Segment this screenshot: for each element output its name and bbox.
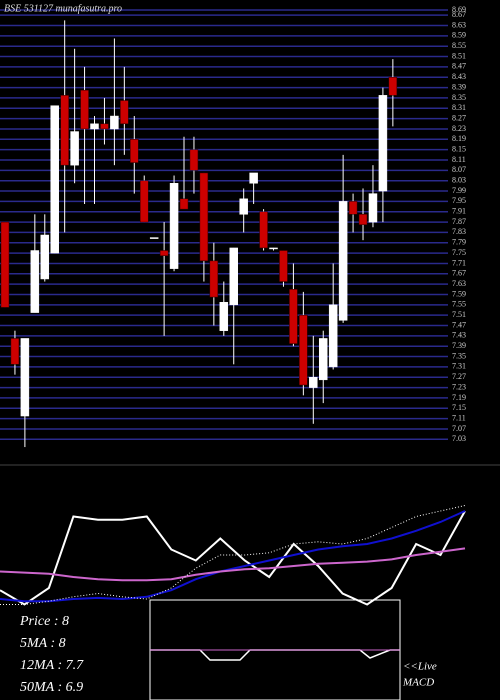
candle-body: [249, 172, 258, 184]
y-tick-label: 8.07: [452, 165, 466, 174]
y-tick-label: 7.23: [452, 382, 466, 391]
indicator-line: [0, 510, 466, 603]
y-tick-label: 7.55: [452, 300, 466, 309]
candle-body: [130, 139, 139, 163]
candle-body: [279, 250, 288, 282]
y-tick-label: 7.67: [452, 269, 466, 278]
macd-label: <<Live: [403, 661, 437, 673]
candle-body: [139, 180, 149, 223]
candle-body: [259, 211, 268, 249]
candle-body: [120, 100, 129, 125]
y-tick-label: 8.31: [452, 103, 466, 112]
indicator-line: [0, 547, 466, 582]
candle-body: [289, 289, 298, 344]
y-tick-label: 7.79: [452, 238, 466, 247]
y-tick-label: 7.19: [452, 393, 466, 402]
y-tick-label: 8.03: [452, 176, 466, 185]
candle-body: [60, 95, 69, 166]
candle-body: [239, 198, 248, 215]
y-tick-label: 7.95: [452, 196, 466, 205]
candle-body: [358, 214, 368, 225]
candle-body: [368, 193, 378, 223]
y-tick-label: 8.39: [452, 82, 466, 91]
indicator-line: [0, 510, 466, 606]
candle-body: [318, 338, 328, 381]
y-tick-label: 7.43: [452, 331, 466, 340]
y-tick-label: 7.91: [452, 207, 466, 216]
candle-body: [40, 234, 50, 280]
y-tick-label: 7.47: [452, 320, 466, 329]
candle-body: [100, 123, 109, 130]
candle-body: [299, 314, 308, 386]
legend-line: 12MA : 7.7: [20, 658, 84, 673]
y-tick-label: 7.15: [452, 403, 466, 412]
candle-body: [269, 247, 278, 250]
chart-title: BSE 531127 munafasutra.pro: [4, 3, 122, 14]
y-tick-label: 7.51: [452, 310, 466, 319]
y-tick-label: 8.67: [452, 10, 466, 19]
candle-body: [50, 105, 59, 254]
indicator-line: [0, 505, 466, 605]
y-tick-label: 8.27: [452, 113, 466, 122]
candle-body: [70, 131, 79, 166]
y-tick-label: 7.39: [452, 341, 466, 350]
y-tick-label: 7.35: [452, 351, 466, 360]
y-tick-label: 8.11: [452, 155, 466, 164]
candle-body: [20, 338, 30, 417]
y-tick-label: 7.59: [452, 289, 466, 298]
y-tick-label: 8.69: [452, 5, 466, 14]
y-tick-label: 8.47: [452, 62, 466, 71]
candle-body: [199, 172, 209, 262]
candle-body: [10, 338, 20, 365]
y-tick-label: 7.71: [452, 258, 466, 267]
candle-body: [110, 115, 119, 130]
candle-body: [309, 376, 318, 388]
candle-body: [0, 221, 10, 308]
y-tick-label: 7.07: [452, 424, 466, 433]
y-tick-label: 8.35: [452, 93, 466, 102]
y-tick-label: 7.75: [452, 248, 466, 257]
y-tick-label: 8.23: [452, 124, 466, 133]
candle-body: [80, 89, 89, 130]
y-tick-label: 7.83: [452, 227, 466, 236]
candle-body: [348, 201, 358, 215]
candle-body: [149, 237, 159, 239]
macd-label: MACD: [402, 677, 434, 689]
candle-body: [30, 250, 40, 313]
y-tick-label: 7.99: [452, 186, 466, 195]
y-tick-label: 8.55: [452, 41, 466, 50]
y-tick-label: 7.03: [452, 434, 466, 443]
y-tick-label: 7.63: [452, 279, 466, 288]
candle-body: [338, 201, 348, 321]
y-tick-label: 7.11: [452, 413, 466, 422]
candle-body: [90, 123, 99, 130]
y-tick-label: 8.59: [452, 31, 466, 40]
candle-body: [179, 198, 189, 210]
legend-line: Price : 8: [19, 614, 69, 629]
y-tick-label: 8.19: [452, 134, 466, 143]
legend-line: 5MA : 8: [20, 636, 66, 651]
y-tick-label: 8.43: [452, 72, 466, 81]
candle-body: [328, 304, 338, 368]
candle-body: [159, 250, 169, 256]
y-tick-label: 8.51: [452, 51, 466, 60]
candle-body: [388, 76, 398, 96]
y-tick-label: 8.63: [452, 20, 466, 29]
y-tick-label: 7.27: [452, 372, 466, 381]
candle-body: [378, 95, 388, 192]
candle-body: [219, 301, 229, 331]
candle-body: [209, 260, 219, 298]
y-tick-label: 7.87: [452, 217, 466, 226]
y-tick-label: 7.31: [452, 362, 466, 371]
candle-body: [189, 149, 199, 171]
y-tick-label: 8.15: [452, 144, 466, 153]
candle-body: [229, 247, 238, 306]
legend-line: 50MA : 6.9: [20, 680, 83, 695]
candle-body: [169, 183, 179, 269]
